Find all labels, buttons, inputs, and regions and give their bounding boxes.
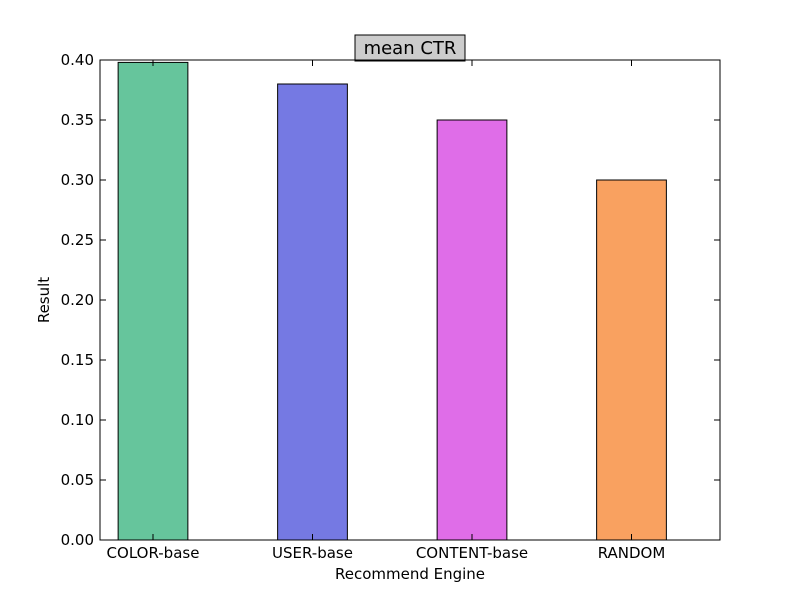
bar-random (596, 179, 667, 541)
y-tick-label: 0.40 (61, 51, 94, 69)
x-tick-label: COLOR-base (107, 544, 200, 562)
y-tick-label: 0.35 (61, 111, 94, 129)
x-axis-ticks: COLOR-base USER-base CONTENT-base RANDOM (107, 60, 666, 562)
y-axis-label: Result (35, 277, 53, 323)
y-tick-label: 0.20 (61, 291, 94, 309)
y-axis-ticks: 0.00 0.05 0.10 0.15 0.20 0.25 0.30 0.35 0.40 (61, 51, 720, 549)
bars-group (117, 61, 667, 541)
y-tick-label: 0.25 (61, 231, 94, 249)
y-tick-label: 0.05 (61, 471, 94, 489)
x-tick-label: CONTENT-base (416, 544, 528, 562)
y-tick-label: 0.15 (61, 351, 94, 369)
x-tick-label: RANDOM (598, 544, 666, 562)
x-tick-label: USER-base (272, 544, 353, 562)
y-tick-label: 0.30 (61, 171, 94, 189)
bar-color-base (117, 61, 189, 541)
y-tick-label: 0.00 (61, 531, 94, 549)
x-axis-label: Recommend Engine (335, 565, 485, 583)
chart-title: mean CTR (364, 38, 457, 59)
bar-content-base (436, 119, 508, 541)
bar-user-base (277, 83, 348, 541)
chart-title-box (354, 34, 466, 62)
y-tick-label: 0.10 (61, 411, 94, 429)
